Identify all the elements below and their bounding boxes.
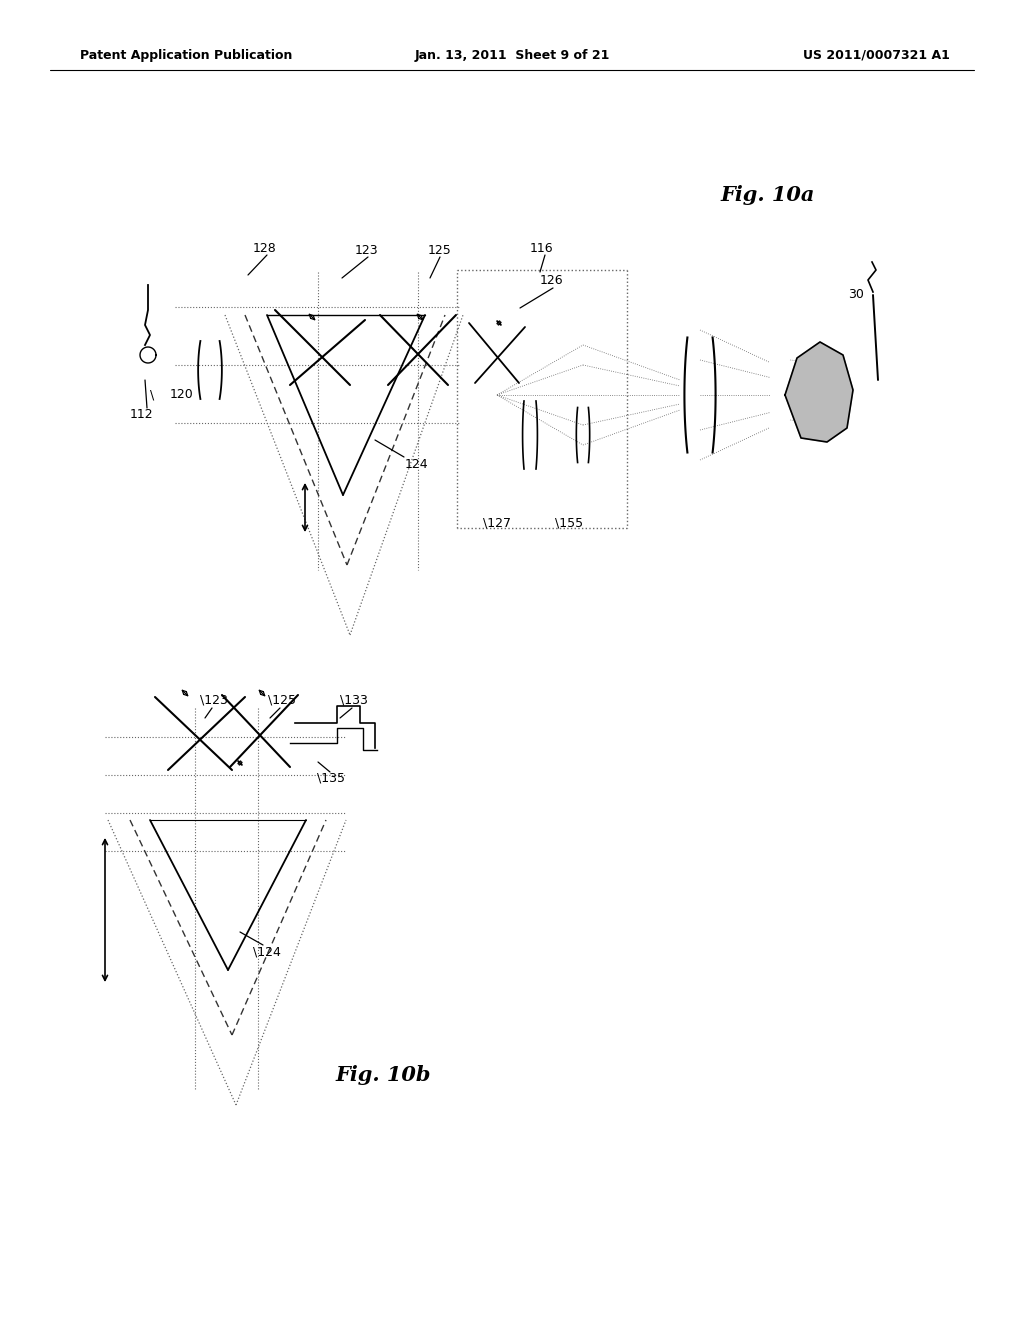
Text: Jan. 13, 2011  Sheet 9 of 21: Jan. 13, 2011 Sheet 9 of 21: [415, 49, 609, 62]
Text: 124: 124: [406, 458, 429, 471]
Text: \135: \135: [317, 771, 345, 784]
Text: Fig. 10b: Fig. 10b: [335, 1065, 430, 1085]
Text: 123: 123: [355, 243, 379, 256]
Text: \155: \155: [555, 516, 583, 529]
Text: 125: 125: [428, 243, 452, 256]
Text: 126: 126: [540, 273, 563, 286]
Text: Fig. 10a: Fig. 10a: [720, 185, 814, 205]
Polygon shape: [785, 342, 853, 442]
Text: \125: \125: [268, 693, 296, 706]
Text: 30: 30: [848, 289, 864, 301]
Text: \123: \123: [200, 693, 228, 706]
Text: 116: 116: [530, 242, 554, 255]
Text: 120: 120: [170, 388, 194, 401]
Text: \124: \124: [253, 945, 281, 958]
Text: 112: 112: [130, 408, 154, 421]
Text: US 2011/0007321 A1: US 2011/0007321 A1: [803, 49, 950, 62]
Text: Patent Application Publication: Patent Application Publication: [80, 49, 293, 62]
Text: \: \: [150, 388, 155, 401]
Text: \127: \127: [483, 516, 511, 529]
Text: \133: \133: [340, 693, 368, 706]
Text: 128: 128: [253, 242, 276, 255]
